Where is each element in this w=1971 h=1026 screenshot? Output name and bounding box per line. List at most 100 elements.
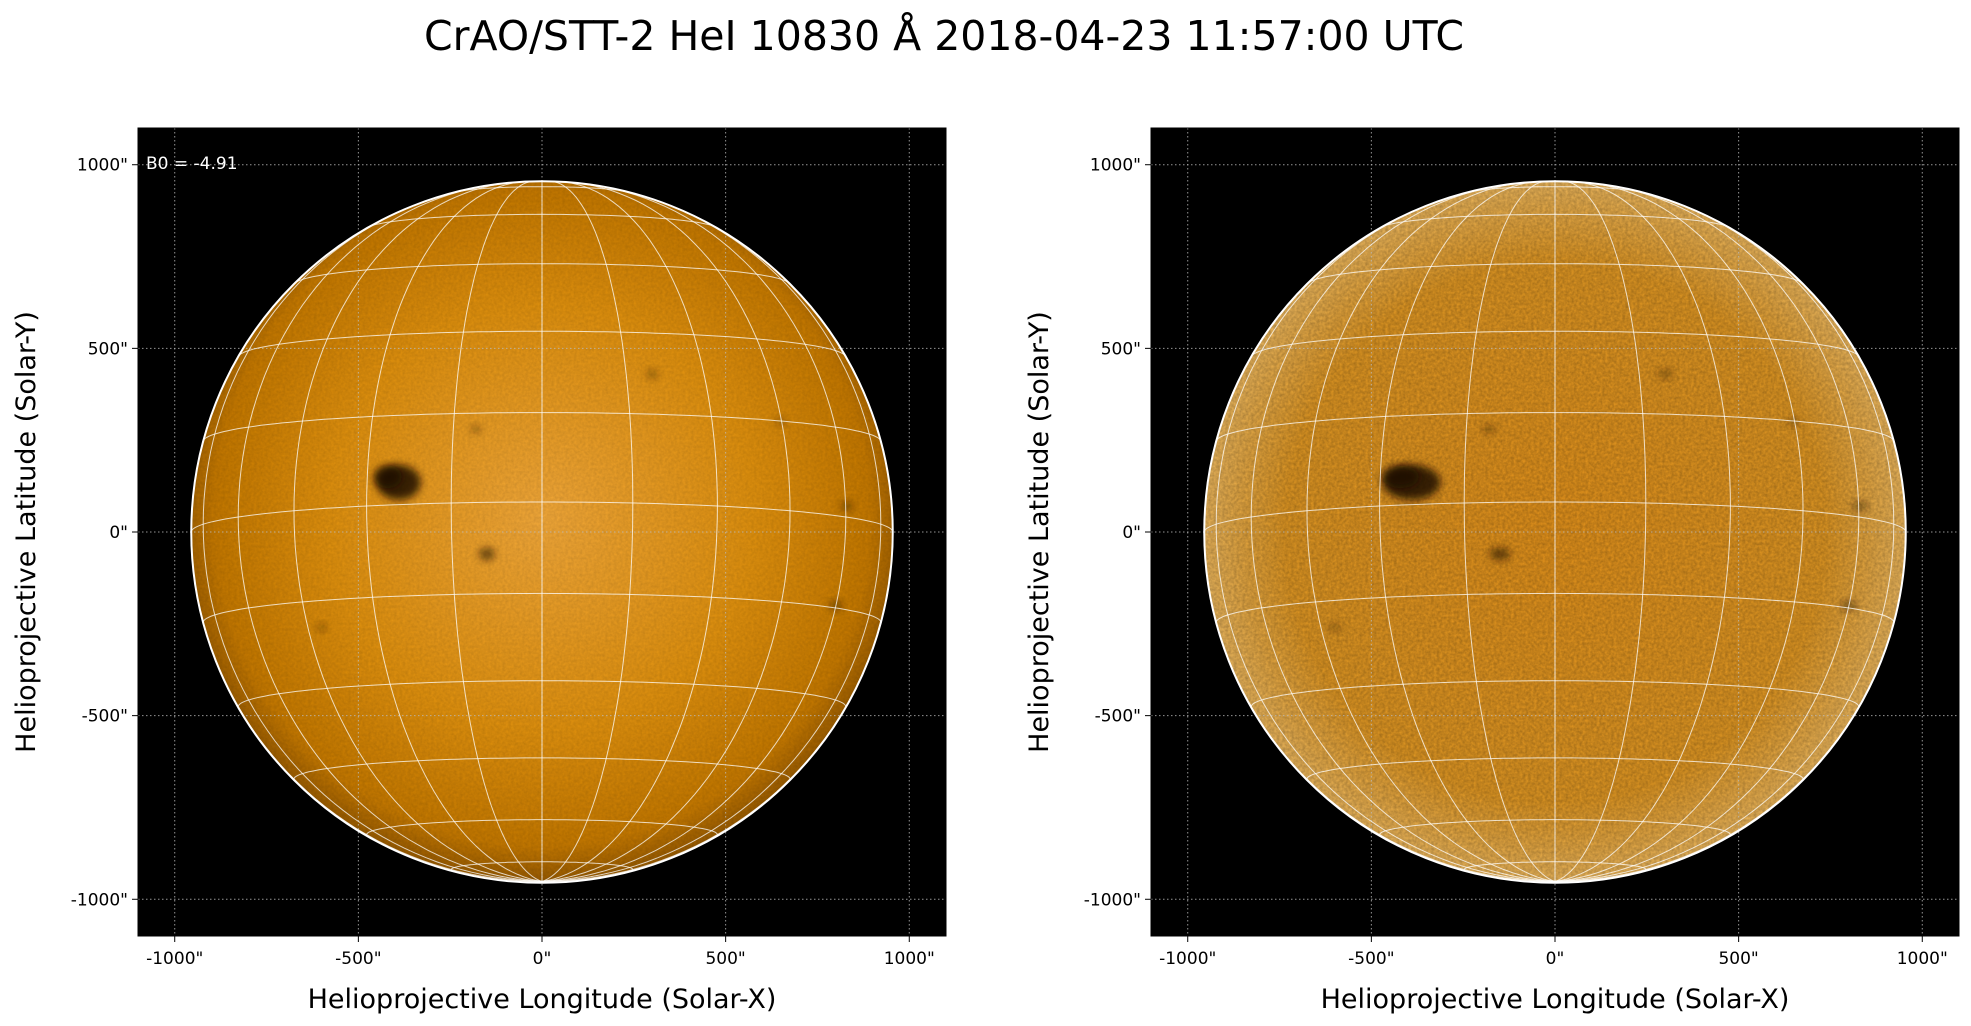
axes-frame	[137, 127, 947, 937]
y-tick-label: -1000"	[1084, 890, 1141, 910]
meridian-line	[190, 531, 543, 882]
parallel-line	[1306, 757, 1804, 780]
y-tick-label: -500"	[82, 707, 128, 727]
meridian-line	[202, 200, 543, 882]
figure-title: CrAO/STT-2 HeI 10830 Å 2018-04-23 11:57:…	[424, 12, 1464, 60]
x-tick-label: 1000"	[884, 949, 935, 969]
meridian-line	[1306, 182, 1556, 882]
meridian-line	[1554, 531, 1907, 882]
dark-feature	[1328, 623, 1342, 632]
x-tick-label: -500"	[335, 949, 381, 969]
dark-feature	[1383, 464, 1441, 501]
meridian-line	[1379, 181, 1556, 882]
dark-feature	[1787, 417, 1801, 426]
solar-limb	[190, 180, 894, 884]
meridian-line	[1554, 181, 1731, 882]
dark-feature	[373, 465, 402, 489]
map-panel-right: -1000" -500" 0" 500" 1000" 1000" 500" 0" -500" -1…	[1024, 127, 1960, 1015]
x-tick-label: 500"	[1718, 949, 1758, 969]
x-tick-label: -1000"	[146, 949, 203, 969]
parallel-line	[202, 592, 882, 623]
x-tick-label: 0"	[533, 949, 552, 969]
meridian-line	[1463, 180, 1556, 882]
parallel-line	[238, 330, 846, 356]
y-tick-label: -500"	[1095, 707, 1141, 727]
dark-feature	[1489, 547, 1511, 561]
parallel-line	[456, 186, 628, 193]
meridian-line	[450, 180, 543, 882]
meridian-line	[293, 182, 543, 882]
dark-feature	[1852, 501, 1868, 512]
x-axis-label: Helioprojective Longitude (Solar-X)	[308, 984, 777, 1015]
parallel-line	[1463, 861, 1647, 870]
dark-feature	[376, 464, 421, 501]
dark-feature	[775, 417, 786, 426]
parallel-line	[202, 412, 882, 441]
dark-feature	[478, 547, 495, 561]
dark-feature	[840, 501, 853, 512]
parallel-line	[1251, 330, 1859, 356]
parallel-line	[366, 819, 718, 835]
meridian-line	[541, 200, 882, 882]
solar-disk	[191, 181, 893, 883]
map-background	[1151, 128, 1959, 936]
x-tick-label: 0"	[1546, 949, 1565, 969]
solar-limb	[1203, 180, 1907, 884]
meridian-line	[541, 180, 634, 882]
dark-feature	[829, 600, 842, 611]
solar-disk	[1204, 181, 1906, 883]
meridian-line	[1554, 182, 1804, 882]
y-tick-label: 500"	[1101, 339, 1141, 359]
parallel-line	[1250, 680, 1860, 707]
x-tick-label: -500"	[1348, 949, 1394, 969]
x-tick-label: -1000"	[1159, 949, 1216, 969]
y-tick-label: 0"	[109, 523, 128, 543]
parallel-line	[1469, 186, 1641, 193]
dark-feature	[470, 425, 481, 434]
parallel-line	[1382, 213, 1728, 228]
parallel-line	[1379, 819, 1731, 835]
y-tick-label: 1000"	[77, 156, 128, 176]
meridian-line	[541, 531, 894, 882]
disk-texture	[1204, 181, 1906, 883]
meridian-line	[541, 184, 847, 882]
meridian-line	[1250, 184, 1556, 882]
meridian-line	[541, 181, 718, 882]
dark-feature	[1657, 369, 1673, 379]
x-tick-label: 500"	[705, 949, 745, 969]
meridian-line	[1203, 531, 1556, 882]
dark-feature	[1841, 600, 1857, 611]
dark-feature	[1482, 425, 1496, 434]
axes-frame	[1150, 127, 1960, 937]
dark-feature	[1382, 465, 1419, 489]
meridian-line	[541, 182, 791, 882]
y-tick-label: 0"	[1122, 523, 1141, 543]
parallel-line	[369, 213, 715, 228]
map-background	[138, 128, 946, 936]
parallel-line	[450, 861, 634, 870]
parallel-line	[1215, 412, 1895, 441]
disk-texture	[191, 181, 893, 883]
meridian-line	[237, 184, 543, 882]
parallel-line	[1308, 263, 1802, 284]
x-axis-label: Helioprojective Longitude (Solar-X)	[1321, 984, 1790, 1015]
parallel-line	[295, 263, 789, 284]
parallel-line	[190, 501, 894, 533]
y-tick-label: -1000"	[71, 890, 128, 910]
meridian-line	[1554, 200, 1895, 882]
b0-annotation: B0 = -4.91	[146, 154, 238, 174]
y-axis-label: Helioprojective Latitude (Solar-Y)	[11, 311, 42, 753]
parallel-line	[1203, 501, 1907, 533]
x-tick-label: 1000"	[1897, 949, 1948, 969]
dark-feature	[316, 623, 327, 632]
meridian-line	[1554, 180, 1647, 882]
y-axis-label: Helioprojective Latitude (Solar-Y)	[1024, 311, 1055, 753]
meridian-line	[1554, 184, 1860, 882]
parallel-line	[1215, 592, 1895, 623]
meridian-line	[366, 181, 543, 882]
dark-feature	[646, 369, 659, 379]
map-panel-left: -1000" -500" 0" 500" 1000" 1000" 500" 0" -500" -1…	[11, 127, 947, 1015]
y-tick-label: 1000"	[1090, 156, 1141, 176]
